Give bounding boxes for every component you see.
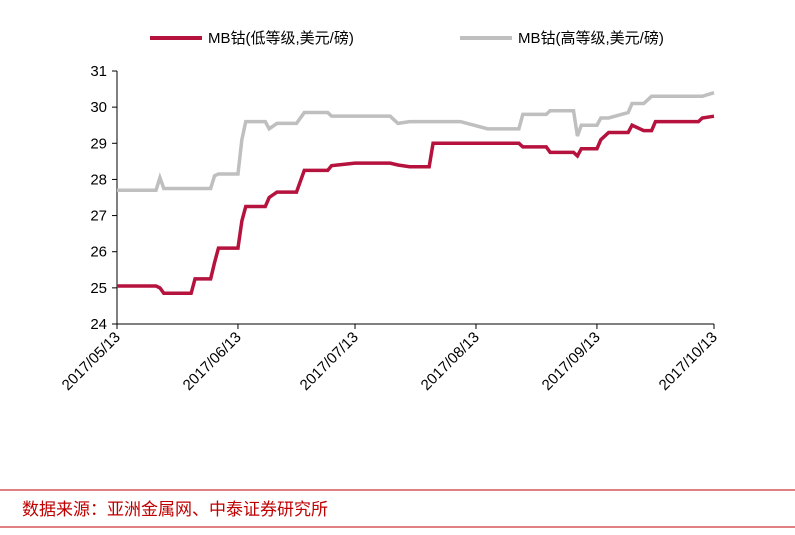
series-line — [117, 114, 715, 296]
source-note: 数据来源：亚洲金属网、中泰证券研究所 — [22, 500, 328, 520]
y-tick-label: 30 — [90, 99, 107, 116]
y-tick-label: 24 — [90, 316, 107, 333]
x-tick-label: 2017/07/13 — [297, 329, 362, 394]
y-tick-label: 28 — [90, 171, 107, 188]
x-tick-label: 2017/05/13 — [59, 329, 124, 394]
y-tick-label: 25 — [90, 280, 107, 297]
x-tick-label: 2017/10/13 — [656, 329, 721, 394]
legend-label: MB钴(低等级,美元/磅) — [208, 29, 354, 47]
y-tick-label: 31 — [90, 63, 107, 80]
x-tick-label: 2017/09/13 — [539, 329, 604, 394]
x-tick-label: 2017/08/13 — [418, 329, 483, 394]
legend-label: MB钴(高等级,美元/磅) — [518, 29, 664, 47]
x-tick-label: 2017/06/13 — [180, 329, 245, 394]
y-tick-label: 27 — [90, 208, 107, 225]
y-tick-label: 26 — [90, 244, 107, 261]
series-line — [117, 91, 715, 193]
y-tick-label: 29 — [90, 135, 107, 152]
